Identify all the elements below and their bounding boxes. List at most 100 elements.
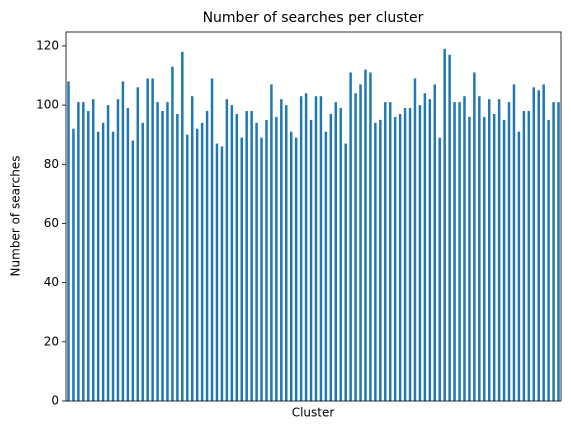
bar — [428, 99, 432, 401]
bar — [408, 108, 412, 401]
bar — [294, 137, 298, 401]
y-tick-label: 0 — [51, 394, 59, 408]
bar — [433, 84, 437, 402]
bar — [101, 122, 105, 402]
bar — [369, 72, 372, 401]
bar — [186, 134, 189, 401]
bar — [215, 143, 219, 401]
bar — [537, 90, 540, 401]
bar — [190, 96, 194, 401]
bar — [334, 102, 338, 402]
bar — [126, 108, 130, 401]
bar — [161, 111, 164, 401]
bar — [458, 102, 461, 402]
bar — [379, 119, 382, 402]
bar — [96, 131, 100, 401]
y-tick-label: 40 — [44, 275, 59, 289]
bar — [324, 131, 328, 401]
bar — [225, 99, 229, 401]
bar — [240, 137, 243, 401]
bar — [453, 102, 456, 402]
bar — [403, 108, 407, 401]
bar — [205, 111, 209, 401]
bar — [151, 78, 154, 402]
y-tick-label: 100 — [36, 98, 59, 112]
bar — [235, 113, 239, 402]
bar — [473, 72, 476, 401]
y-tick-label: 120 — [36, 38, 59, 52]
bar — [91, 99, 95, 401]
bar — [557, 102, 560, 402]
bar — [176, 113, 179, 402]
bar — [319, 96, 323, 401]
bar — [82, 102, 85, 402]
bar — [136, 87, 140, 401]
bar — [384, 102, 387, 402]
bar — [443, 48, 446, 401]
y-tick-label: 20 — [44, 334, 59, 348]
bar — [418, 105, 422, 401]
bar — [349, 72, 352, 401]
bar — [438, 137, 441, 401]
bar — [542, 84, 545, 402]
x-axis-label: Cluster — [292, 406, 335, 420]
bar — [156, 102, 159, 402]
bar — [463, 96, 466, 401]
bar — [512, 84, 516, 402]
bar — [374, 122, 377, 402]
bar — [220, 146, 224, 401]
bar — [309, 119, 313, 402]
bar — [314, 96, 318, 401]
bar — [502, 119, 506, 402]
bar — [393, 116, 397, 402]
bar — [413, 78, 417, 402]
bar — [121, 81, 125, 402]
bar — [532, 87, 536, 401]
bar — [181, 51, 184, 401]
bar — [487, 99, 491, 401]
bar — [280, 99, 283, 401]
bar — [423, 93, 427, 401]
bar — [344, 143, 347, 401]
bar — [171, 66, 174, 401]
bar — [275, 116, 278, 402]
bar — [210, 78, 214, 402]
bar — [448, 54, 451, 401]
bar — [87, 111, 90, 401]
bar — [72, 128, 75, 401]
bar — [106, 105, 110, 401]
y-axis-label: Number of searches — [9, 156, 23, 277]
bar — [388, 102, 392, 402]
bar — [299, 96, 303, 401]
bar — [492, 113, 496, 402]
bar — [166, 102, 169, 402]
bar — [141, 122, 144, 402]
bar — [289, 131, 293, 401]
bar — [478, 96, 481, 401]
bar — [77, 102, 80, 402]
bar — [111, 131, 115, 401]
bar — [265, 119, 268, 402]
bar — [245, 111, 248, 401]
bar — [359, 84, 362, 402]
bar — [468, 116, 471, 402]
bar — [250, 111, 253, 401]
chart-title: Number of searches per cluster — [203, 10, 424, 26]
y-tick-label: 80 — [44, 157, 59, 171]
bar — [497, 99, 501, 401]
plot-frame — [65, 31, 562, 402]
bar — [329, 113, 333, 402]
bar — [200, 122, 204, 402]
bar — [260, 137, 263, 401]
bar — [507, 102, 511, 402]
bar — [522, 111, 526, 401]
bar — [255, 122, 258, 402]
bar — [398, 113, 402, 402]
bar — [364, 69, 367, 401]
bar — [304, 93, 308, 401]
bar — [552, 102, 555, 402]
bar — [354, 93, 357, 401]
bar — [517, 131, 521, 401]
